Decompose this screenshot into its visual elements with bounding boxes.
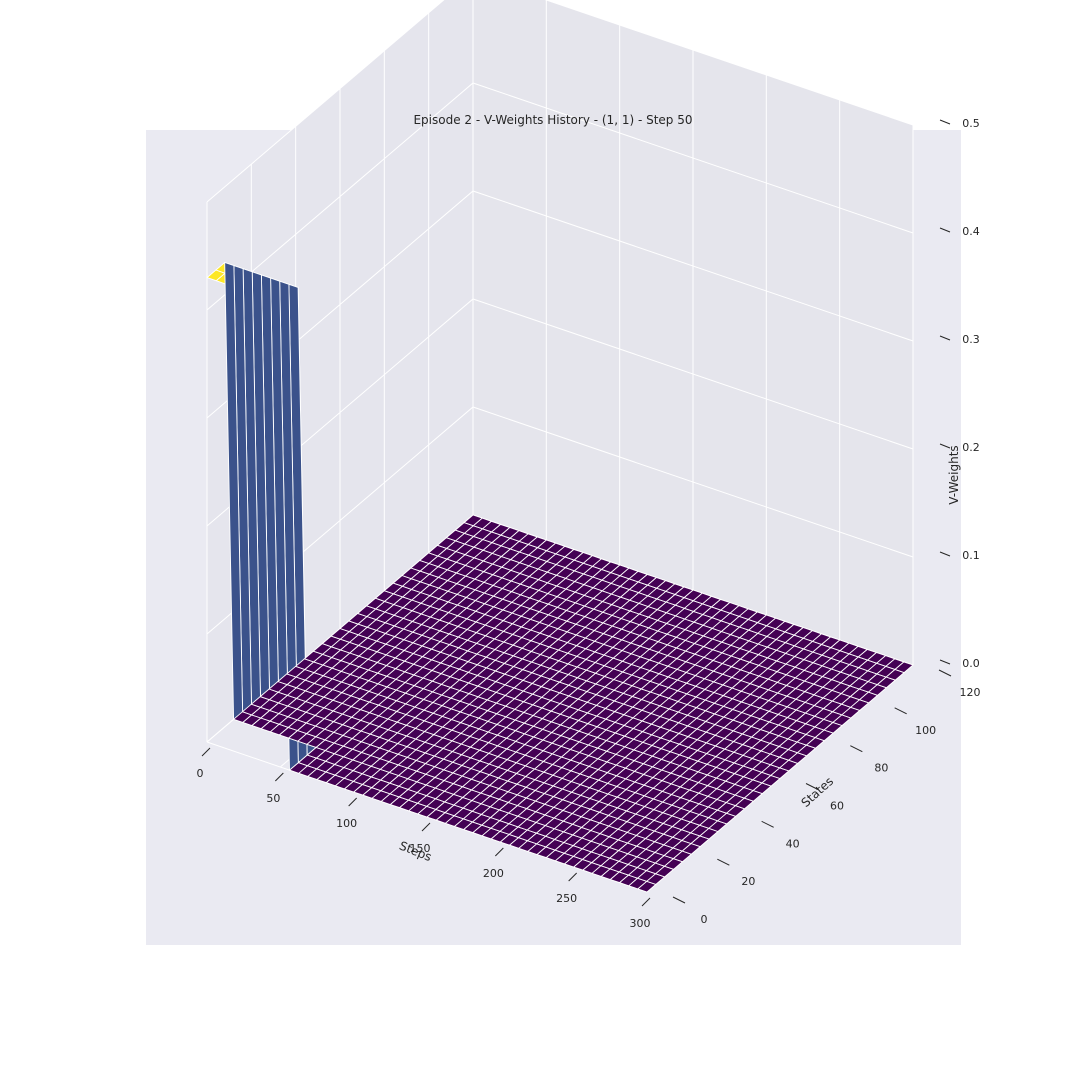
x-tick (421, 822, 431, 832)
y-tick-label: 20 (741, 875, 755, 888)
z-tick-label: 0.3 (962, 333, 980, 346)
y-tick (761, 820, 774, 828)
y-tick-label: 40 (786, 837, 800, 850)
y-tick (717, 858, 730, 866)
x-tick-label: 250 (556, 892, 577, 905)
y-tick (805, 783, 819, 790)
z-tick-label: 0.0 (962, 657, 980, 670)
y-tick (938, 669, 952, 677)
y-tick-label: 100 (915, 724, 936, 737)
y-tick (850, 745, 863, 753)
x-tick-label: 200 (483, 867, 504, 880)
grid-line (206, 82, 914, 311)
y-tick-label: 0 (701, 913, 708, 926)
y-tick (672, 896, 686, 904)
x-tick (201, 747, 211, 757)
chart-title: Episode 2 - V-Weights History - (1, 1) -… (413, 113, 692, 127)
grid-line (206, 0, 914, 203)
z-tick (939, 659, 951, 665)
ticks: 0 50 100 150 200 250 300 0 20 40 60 80 100 120 0.0 0.1 0… (197, 117, 981, 930)
x-tick-label: 150 (410, 842, 431, 855)
z-tick (939, 119, 951, 125)
x-tick (568, 872, 578, 882)
x-tick (274, 772, 284, 782)
z-tick (939, 227, 951, 233)
x-tick-label: 100 (336, 817, 357, 830)
y-tick-label: 120 (960, 686, 981, 699)
z-axis-label: V-Weights (947, 445, 961, 504)
surface-cell (463, 514, 484, 527)
z-tick (939, 443, 951, 449)
x-tick-label: 50 (266, 792, 280, 805)
y-tick (894, 707, 907, 715)
y-tick-label: 60 (830, 800, 844, 813)
z-tick (939, 551, 951, 557)
z-tick-label: 0.4 (962, 225, 980, 238)
x-tick-label: 0 (197, 767, 204, 780)
z-tick-label: 0.2 (962, 441, 980, 454)
z-tick-label: 0.1 (962, 549, 980, 562)
y-tick-label: 80 (874, 762, 888, 775)
surface (206, 261, 914, 893)
z-tick (939, 335, 951, 341)
x-tick (348, 797, 358, 807)
x-tick (641, 897, 651, 907)
x-tick-label: 300 (630, 917, 651, 930)
z-tick-label: 0.5 (962, 117, 980, 130)
x-tick (494, 847, 504, 857)
